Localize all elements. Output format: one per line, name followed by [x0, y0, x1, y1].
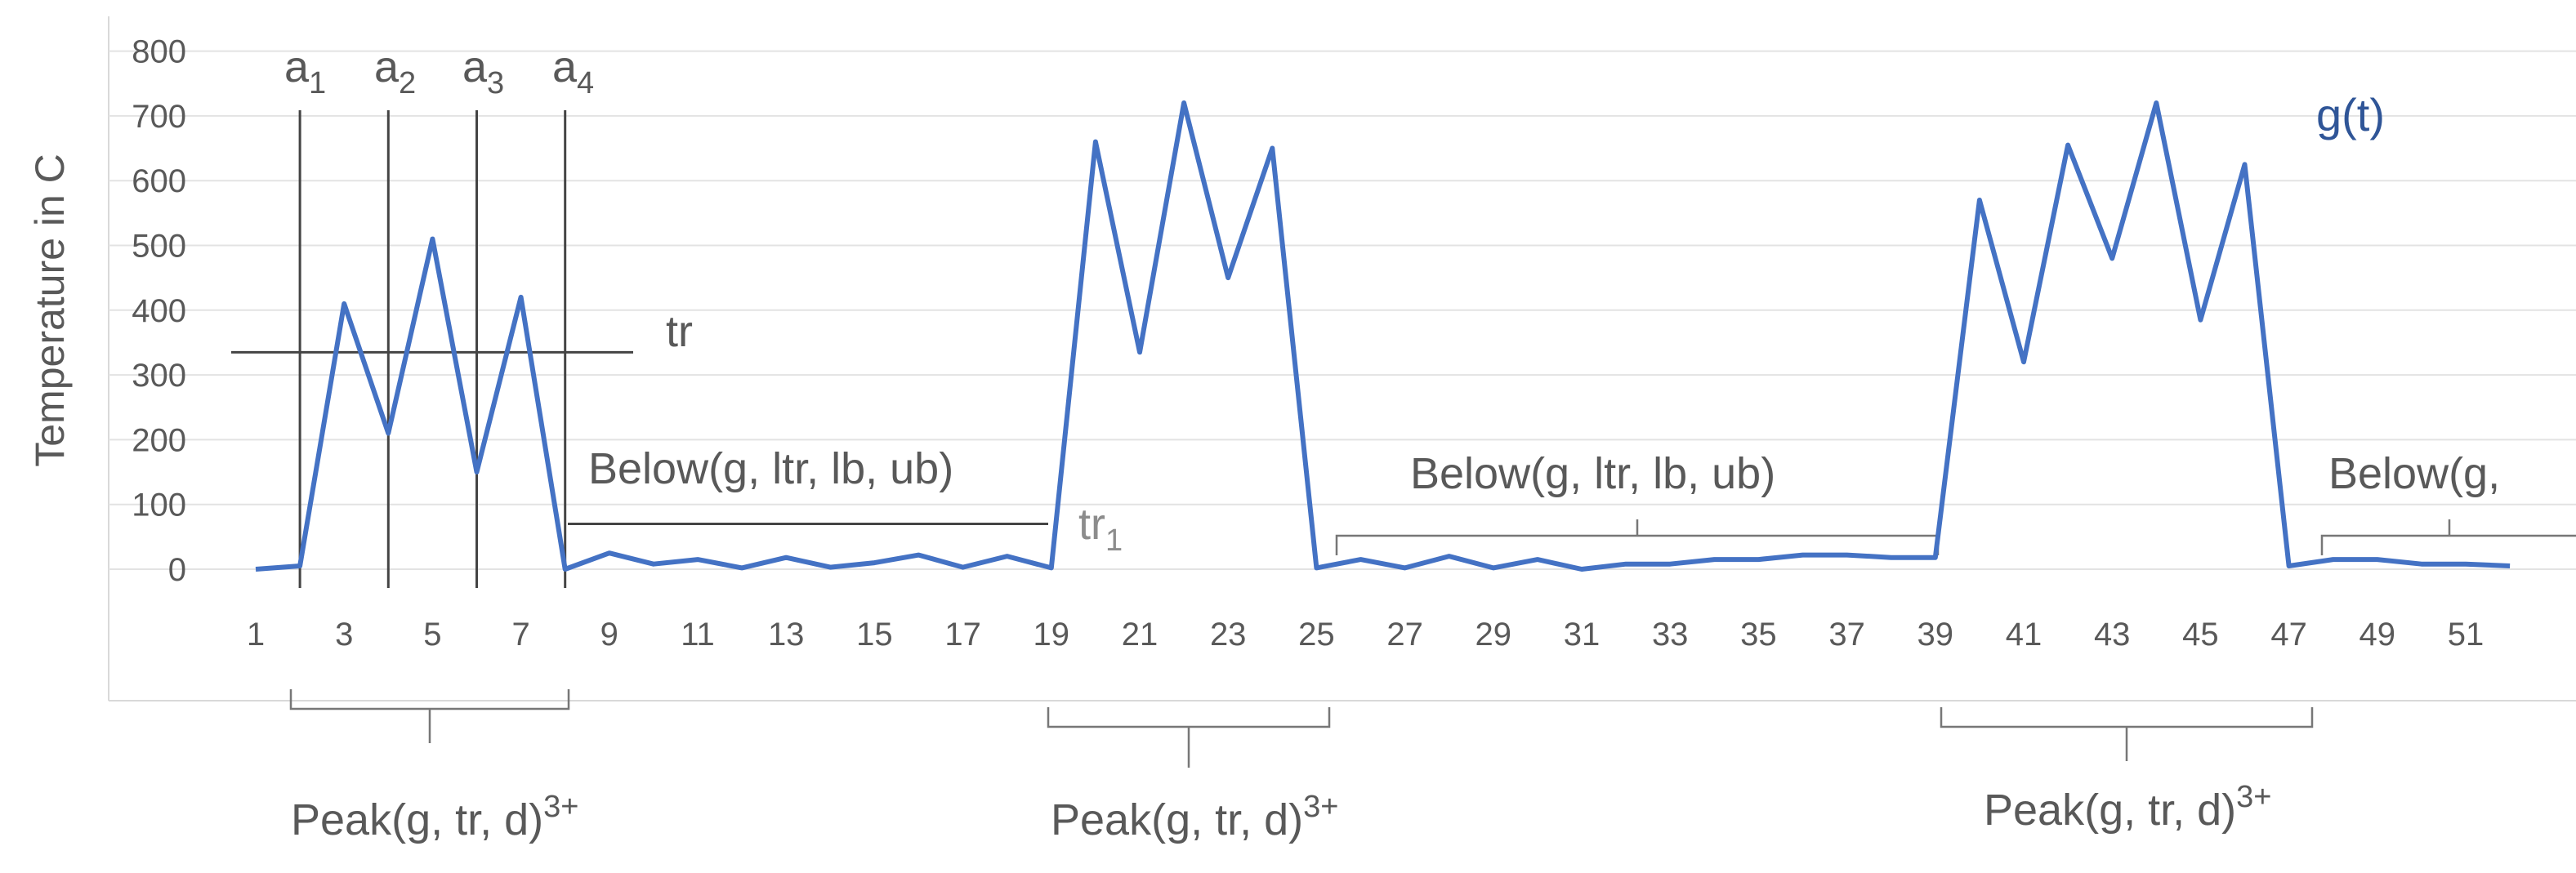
x-tick-label-27: 27	[1386, 617, 1423, 653]
x-tick-label-39: 39	[1917, 617, 1954, 653]
gridlines	[109, 50, 2576, 570]
y-tick-label-0: 0	[168, 552, 186, 588]
x-tick-label-3: 3	[335, 617, 353, 653]
x-tick-label-9: 9	[600, 617, 618, 653]
peak-bracket-2	[1047, 707, 1331, 768]
x-tick-label-21: 21	[1122, 617, 1159, 653]
x-tick-label-15: 15	[856, 617, 893, 653]
x-tick-label-7: 7	[511, 617, 529, 653]
y-tick-labels: 0 100 200 300 400 500 600 700 800	[132, 34, 186, 588]
x-tick-label-33: 33	[1652, 617, 1689, 653]
peak-bracket-3	[1940, 707, 2314, 761]
below-bracket-3	[2320, 519, 2576, 555]
peak-label-2: Peak(g, tr, d)3+	[1051, 790, 1338, 844]
x-tick-label-13: 13	[768, 617, 805, 653]
peak-label-1: Peak(g, tr, d)3+	[291, 790, 578, 844]
y-tick-label-600: 600	[132, 163, 186, 199]
series-line-g	[255, 100, 2511, 572]
tr1-label: tr1	[1078, 500, 1123, 558]
x-tick-label-43: 43	[2094, 617, 2131, 653]
x-tick-label-5: 5	[423, 617, 441, 653]
x-tick-labels: 1 3 5 7 9 11 13 15 17 19 21 23 25 27 29 31 33 35 37 39 41 43 4…	[247, 617, 2484, 653]
a1-label: a1	[284, 42, 326, 100]
y-tick-label-200: 200	[132, 422, 186, 458]
a3-label: a3	[462, 42, 504, 100]
y-tick-label-500: 500	[132, 229, 186, 265]
y-tick-label-800: 800	[132, 34, 186, 70]
x-tick-label-25: 25	[1298, 617, 1335, 653]
a2-label: a2	[374, 42, 416, 100]
x-tick-label-41: 41	[2006, 617, 2042, 653]
x-tick-label-1: 1	[247, 617, 265, 653]
x-tick-label-31: 31	[1564, 617, 1601, 653]
series-layer	[255, 100, 2511, 572]
x-tick-label-49: 49	[2359, 617, 2396, 653]
below-label-2: Below(g, ltr, lb, ub)	[1410, 449, 1775, 498]
legend-series-label: g(t)	[2316, 89, 2385, 140]
y-tick-label-700: 700	[132, 99, 186, 135]
below-bracket-2	[1335, 519, 1940, 555]
x-tick-label-11: 11	[681, 617, 715, 653]
y-axis-label: Temperature in C	[27, 154, 73, 467]
tr-label: tr	[666, 307, 693, 356]
x-tick-label-29: 29	[1476, 617, 1512, 653]
x-tick-label-19: 19	[1034, 617, 1070, 653]
x-tick-label-51: 51	[2448, 617, 2484, 653]
x-tick-label-35: 35	[1740, 617, 1777, 653]
x-tick-label-17: 17	[944, 617, 981, 653]
annotation-shapes	[231, 110, 2576, 768]
below-label-3: Below(g,	[2328, 449, 2500, 498]
below-label-1: Below(g, ltr, lb, ub)	[588, 444, 953, 493]
x-tick-label-23: 23	[1210, 617, 1247, 653]
y-tick-label-300: 300	[132, 358, 186, 394]
peak-bracket-1	[289, 689, 570, 743]
a4-label: a4	[552, 42, 594, 100]
x-tick-label-45: 45	[2182, 617, 2219, 653]
peak-label-3: Peak(g, tr, d)3+	[1984, 780, 2271, 835]
x-tick-label-47: 47	[2270, 617, 2307, 653]
y-tick-label-400: 400	[132, 293, 186, 329]
y-tick-label-100: 100	[132, 488, 186, 523]
x-tick-label-37: 37	[1828, 617, 1865, 653]
annotations: a1 a2 a3 a4 tr tr1 Below(g, ltr, lb, ub)…	[284, 42, 2500, 844]
